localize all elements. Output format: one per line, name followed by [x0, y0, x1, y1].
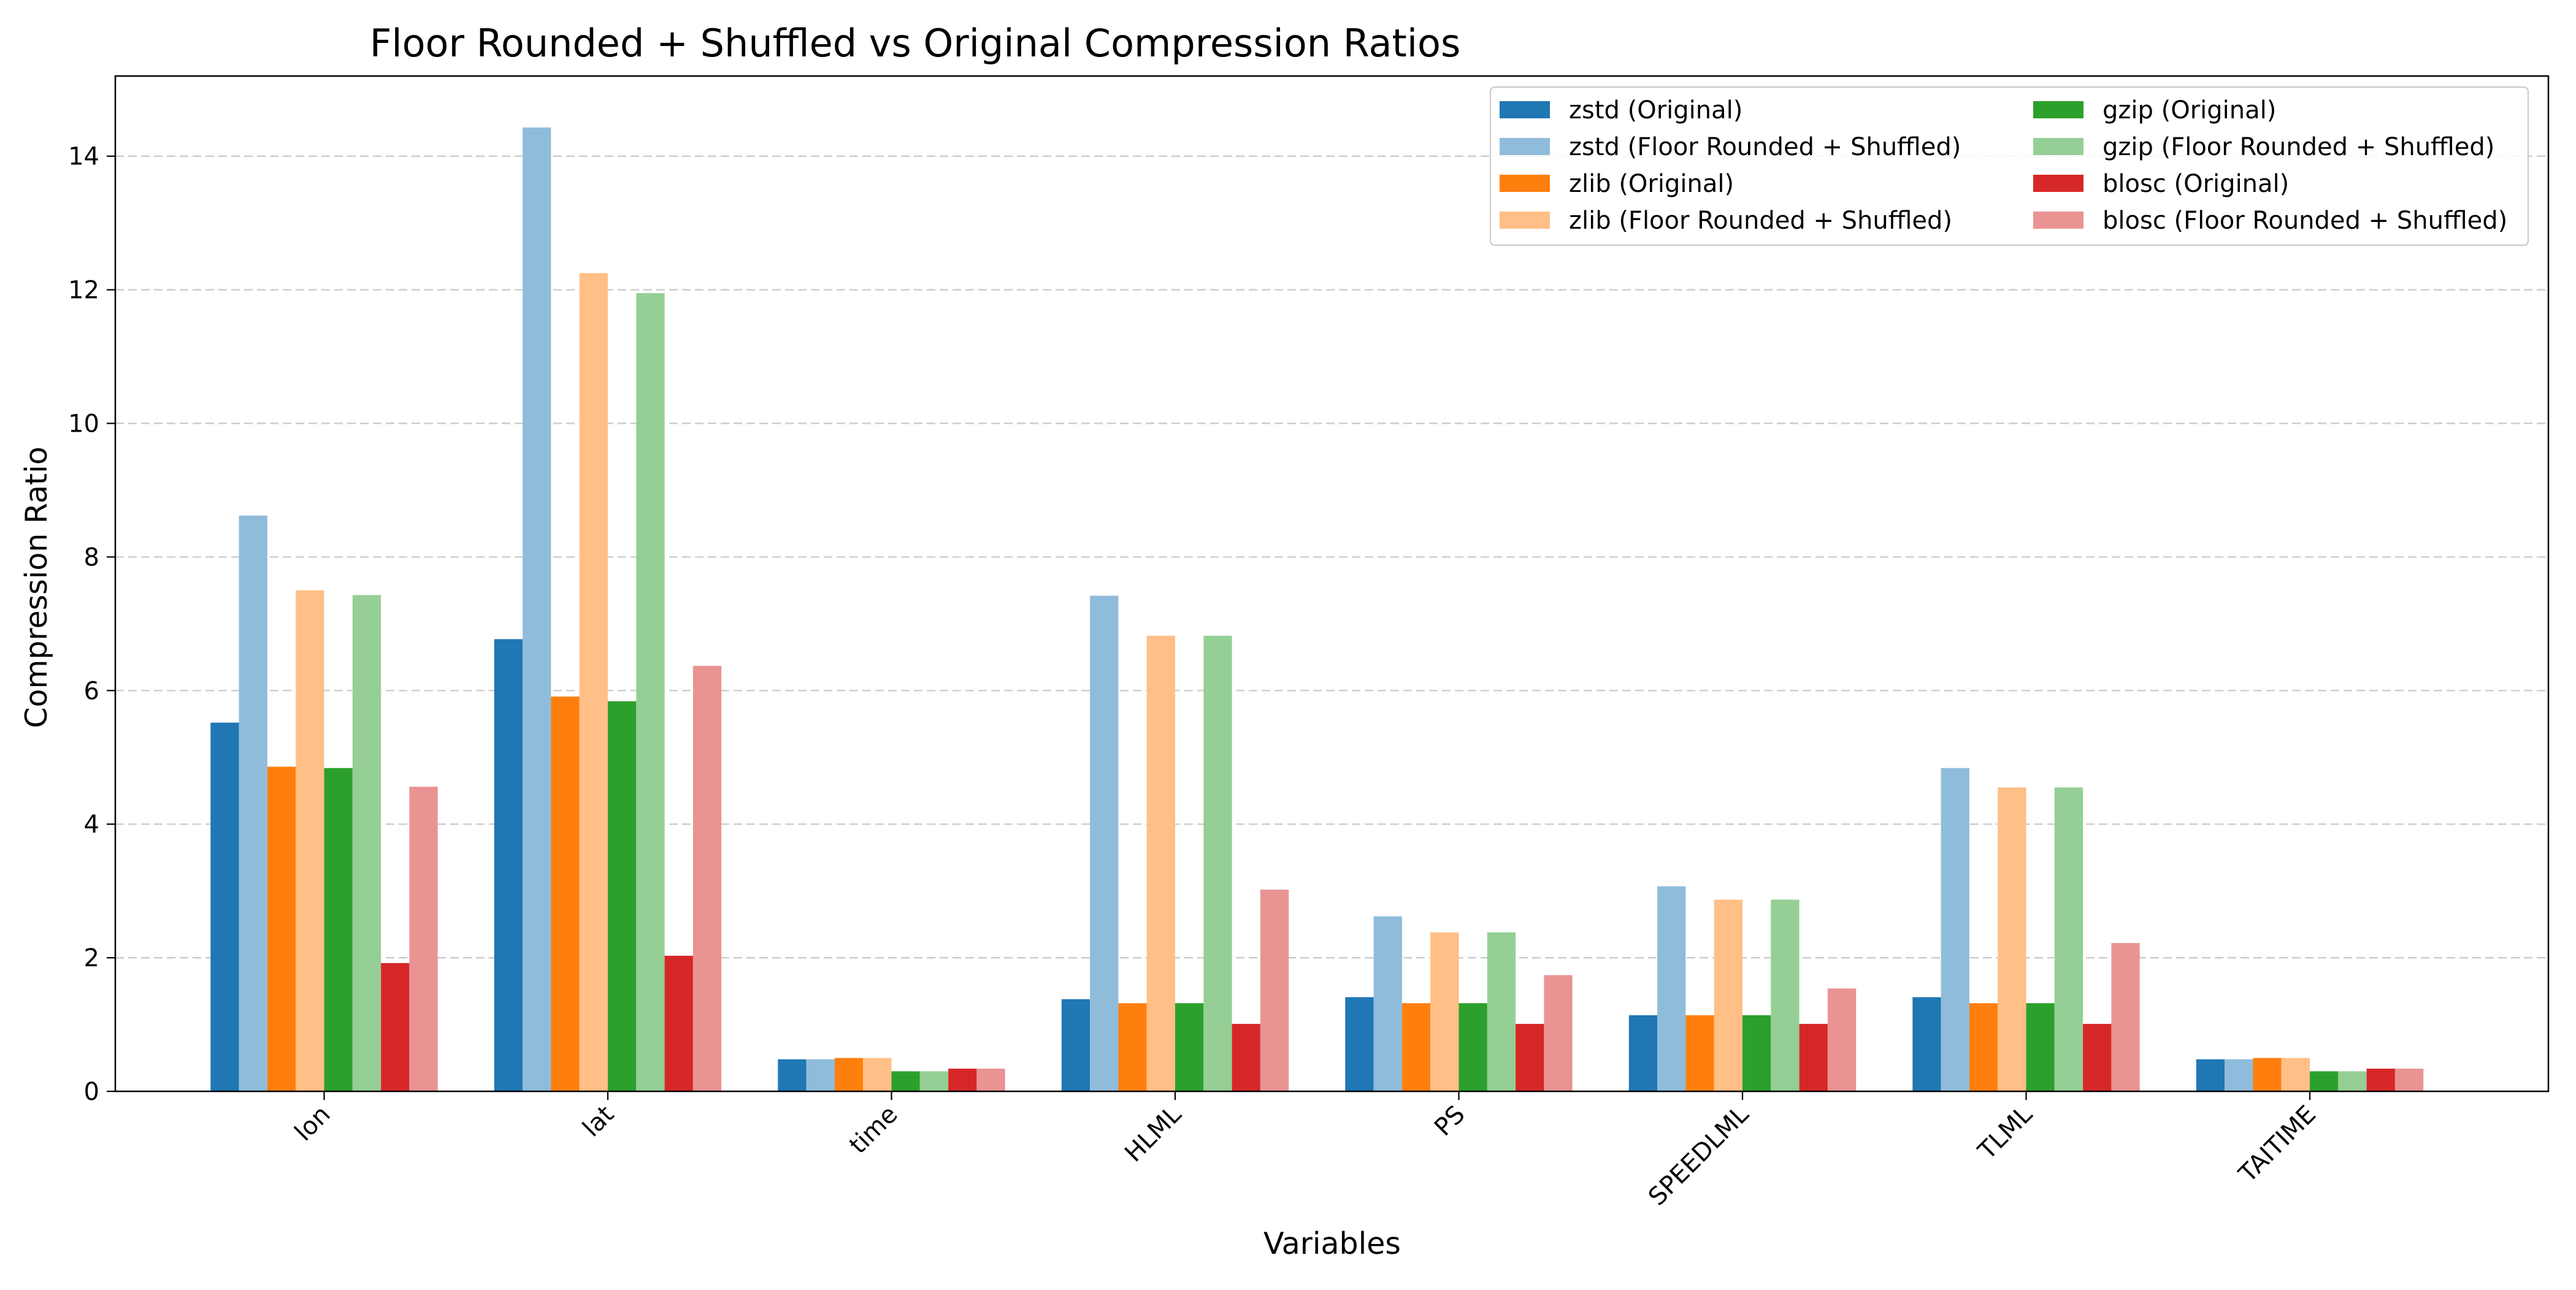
legend-swatch: [1500, 101, 1550, 118]
bar-hlml-series-6: [1232, 1023, 1260, 1091]
bar-lat-series-5: [636, 293, 665, 1091]
bar-speedlml-series-7: [1827, 988, 1857, 1091]
y-tick-label: 12: [68, 277, 99, 305]
legend: zstd (Original) zstd (Floor Rounded + Shu…: [1489, 86, 2529, 246]
bar-taitime-series-7: [2394, 1068, 2424, 1091]
bar-taitime-series-6: [2366, 1068, 2395, 1091]
bar-lon-series-6: [381, 963, 410, 1091]
bar-speedlml-series-2: [1685, 1015, 1714, 1091]
bar-taitime-series-4: [2310, 1071, 2339, 1091]
bar-lat-series-4: [608, 701, 637, 1091]
bar-time-series-2: [834, 1058, 864, 1091]
bar-tlml-series-1: [1941, 768, 1969, 1091]
bar-ps-series-1: [1373, 916, 1402, 1091]
bar-time-series-3: [863, 1058, 892, 1091]
bar-lon-series-4: [324, 768, 353, 1091]
bar-tlml-series-5: [2054, 787, 2083, 1091]
bar-time-series-4: [891, 1071, 920, 1091]
bar-lat-series-0: [494, 639, 523, 1091]
bar-time-series-6: [948, 1068, 977, 1091]
bar-lon-series-2: [267, 766, 296, 1091]
bar-taitime-series-5: [2338, 1071, 2367, 1091]
bar-ps-series-5: [1487, 932, 1516, 1091]
legend-label: gzip (Floor Rounded + Shuffled): [2103, 133, 2494, 161]
legend-swatch: [2033, 175, 2083, 192]
y-tick-label: 2: [84, 944, 99, 972]
bar-hlml-series-2: [1118, 1003, 1147, 1091]
bar-ps-series-4: [1459, 1003, 1487, 1091]
bar-lat-series-6: [664, 955, 693, 1091]
bar-lon-series-1: [239, 515, 267, 1091]
y-tick-label: 6: [84, 677, 99, 705]
bar-speedlml-series-4: [1742, 1015, 1771, 1091]
bar-time-series-1: [806, 1059, 835, 1091]
legend-label: zstd (Original): [1569, 96, 1742, 124]
bars: [210, 127, 2424, 1091]
bar-speedlml-series-0: [1628, 1015, 1658, 1091]
y-tick-label: 14: [68, 143, 99, 171]
bar-lat-series-3: [579, 273, 608, 1091]
chart-title: Floor Rounded + Shuffled vs Original Com…: [370, 21, 1461, 66]
bar-lat-series-2: [551, 697, 580, 1091]
bar-taitime-series-2: [2253, 1058, 2282, 1091]
y-axis-label: Compression Ratio: [19, 446, 54, 728]
legend-label: zstd (Floor Rounded + Shuffled): [1569, 133, 1961, 161]
legend-swatch: [2033, 212, 2083, 229]
bar-hlml-series-3: [1146, 635, 1175, 1091]
bar-tlml-series-2: [1969, 1003, 1998, 1091]
bar-lat-series-1: [523, 127, 551, 1091]
bar-ps-series-2: [1401, 1003, 1431, 1091]
bar-speedlml-series-5: [1771, 899, 1800, 1091]
bar-hlml-series-4: [1175, 1003, 1204, 1091]
bar-hlml-series-7: [1260, 889, 1289, 1091]
plot-area-frame: [114, 75, 2550, 1093]
bar-time-series-5: [919, 1071, 949, 1091]
legend-label: gzip (Original): [2103, 96, 2276, 124]
bar-taitime-series-1: [2225, 1059, 2253, 1091]
bar-ps-series-3: [1430, 932, 1459, 1091]
bar-taitime-series-3: [2281, 1058, 2310, 1091]
legend-swatch: [1500, 212, 1550, 229]
bar-speedlml-series-3: [1714, 899, 1742, 1091]
bar-tlml-series-0: [1912, 997, 1941, 1091]
bar-tlml-series-3: [1998, 787, 2026, 1091]
legend-label: blosc (Original): [2103, 170, 2289, 198]
bar-lon-series-3: [296, 590, 324, 1091]
legend-label: zlib (Original): [1569, 170, 1734, 198]
bar-lat-series-7: [692, 666, 722, 1091]
y-tick-label: 8: [84, 543, 99, 571]
y-tick-label: 0: [84, 1078, 99, 1106]
bar-ps-series-0: [1345, 997, 1374, 1091]
y-axis-ticks: 0 2 4 6 8 10 12 14: [68, 143, 115, 1106]
bar-hlml-series-5: [1203, 635, 1232, 1091]
bar-tlml-series-7: [2111, 943, 2140, 1091]
bar-tlml-series-6: [2083, 1023, 2112, 1091]
y-tick-label: 10: [68, 410, 99, 438]
legend-swatch: [1500, 138, 1550, 155]
bar-speedlml-series-6: [1799, 1023, 1828, 1091]
bar-ps-series-7: [1544, 975, 1573, 1091]
legend-swatch: [2033, 138, 2083, 155]
legend-box: [1489, 86, 2529, 246]
bar-lon-series-7: [409, 787, 438, 1091]
bar-speedlml-series-1: [1657, 886, 1686, 1091]
bar-ps-series-6: [1516, 1023, 1544, 1091]
bar-hlml-series-0: [1061, 999, 1091, 1091]
x-axis-label: Variables: [1263, 1226, 1401, 1261]
bar-time-series-7: [976, 1068, 1005, 1091]
legend-swatch: [1500, 175, 1550, 192]
bar-taitime-series-0: [2196, 1059, 2225, 1091]
y-tick-label: 4: [84, 811, 99, 839]
legend-swatch: [2033, 101, 2083, 118]
bar-time-series-0: [778, 1059, 807, 1091]
legend-label: blosc (Floor Rounded + Shuffled): [2103, 207, 2507, 235]
bar-lon-series-5: [352, 595, 381, 1091]
bar-tlml-series-4: [2026, 1003, 2055, 1091]
legend-label: zlib (Floor Rounded + Shuffled): [1569, 207, 1952, 235]
bar-lon-series-0: [210, 722, 239, 1091]
bar-hlml-series-1: [1090, 595, 1119, 1091]
